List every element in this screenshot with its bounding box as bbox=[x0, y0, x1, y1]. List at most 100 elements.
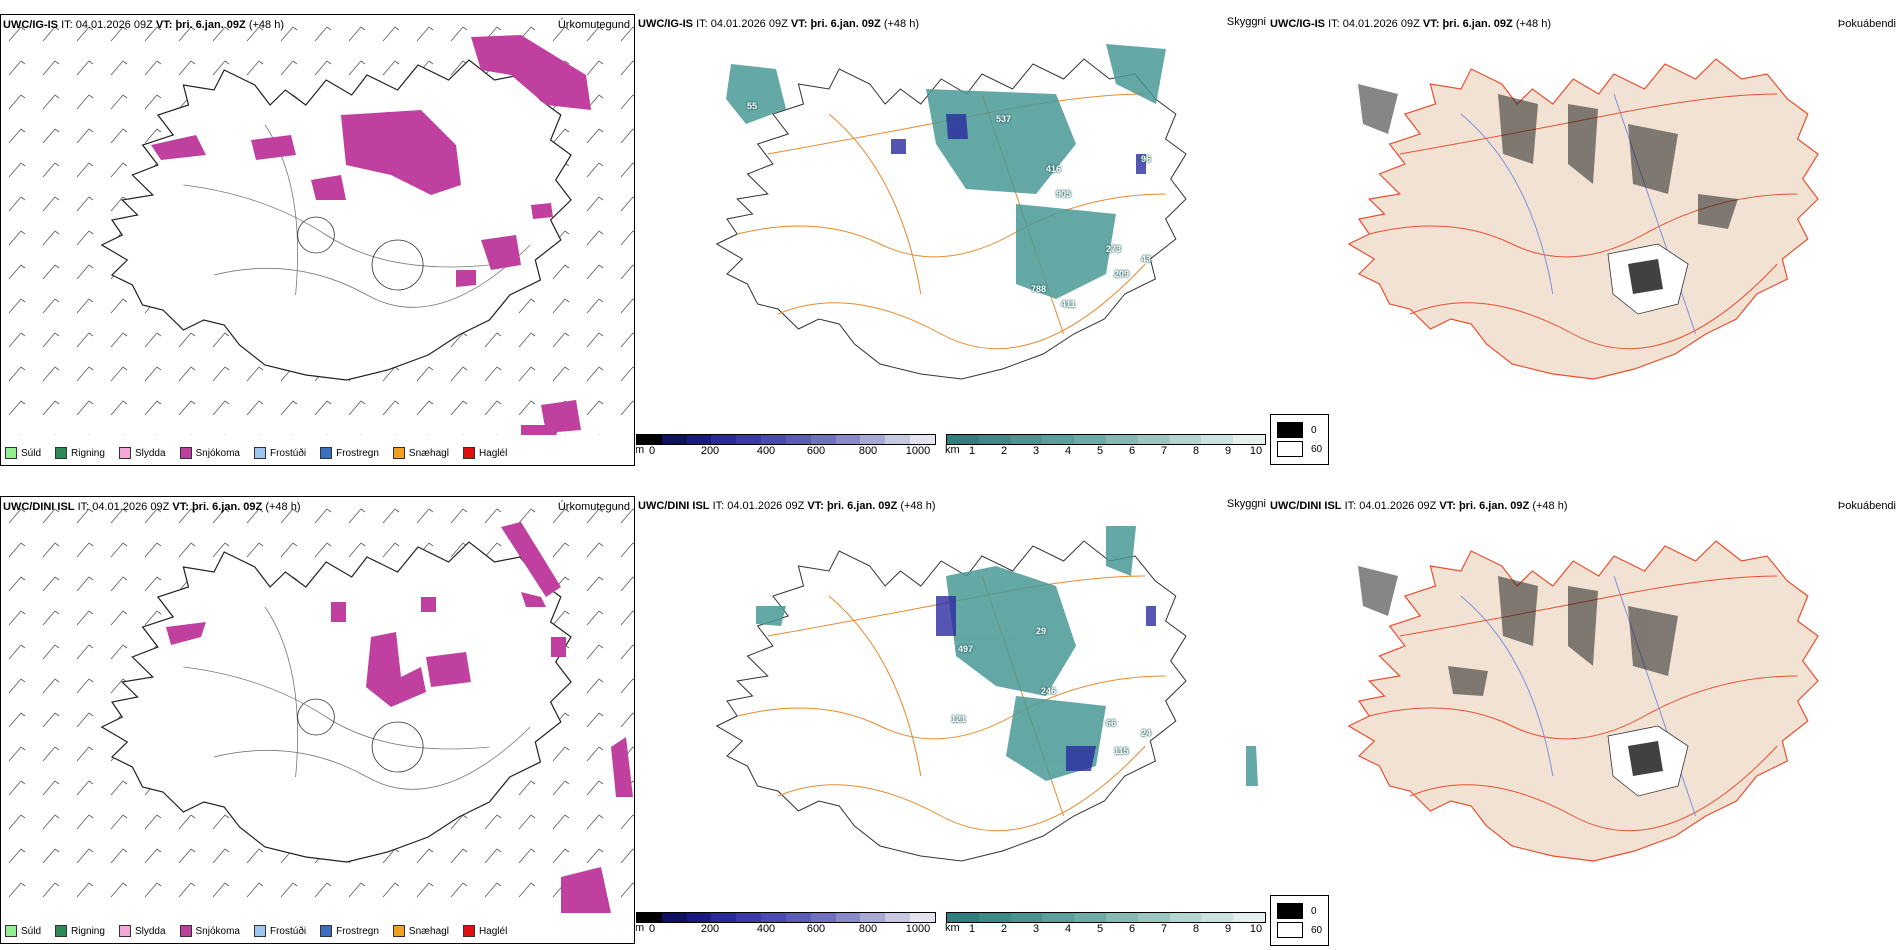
panel-header: UWC/IG-IS IT: 04.01.2026 09Z VT: þri. 6.… bbox=[3, 19, 284, 31]
map-value-label: 246 bbox=[1041, 686, 1057, 696]
low-cloud-areas bbox=[891, 114, 1146, 174]
panel-header: UWC/IG-IS IT: 04.01.2026 09Z VT: þri. 6.… bbox=[1270, 18, 1551, 30]
low-cloud-areas bbox=[936, 596, 1156, 771]
panel-header: UWC/DINI ISL IT: 04.01.2026 09Z VT: þri.… bbox=[638, 500, 936, 512]
scale-tick: 1 bbox=[968, 445, 976, 457]
panel-title: Þokuábendi bbox=[1837, 500, 1896, 512]
legend-item: Snæhagl bbox=[392, 447, 449, 459]
scale-tick: 3 bbox=[1032, 445, 1040, 457]
scale-tick: 8 bbox=[1192, 923, 1200, 935]
panel-header: UWC/DINI ISL IT: 04.01.2026 09Z VT: þri.… bbox=[1270, 500, 1568, 512]
legend-swatch bbox=[462, 447, 475, 459]
map-value-label: 788 bbox=[1031, 284, 1047, 294]
legend-swatch bbox=[320, 447, 333, 459]
scale-tick: 1000 bbox=[905, 445, 931, 457]
fog-swatch bbox=[1277, 441, 1303, 457]
map-value-label: 24 bbox=[1141, 728, 1152, 738]
map-value-label: 29 bbox=[1036, 626, 1047, 636]
legend-swatch bbox=[5, 925, 17, 937]
scale-tick: 1000 bbox=[905, 923, 931, 935]
scale-tick: 5 bbox=[1096, 923, 1104, 935]
fog-map bbox=[1348, 540, 1819, 862]
scale-tick: 5 bbox=[1096, 445, 1104, 457]
fog-swatch bbox=[1277, 922, 1303, 938]
legend-item: Haglél bbox=[462, 447, 507, 459]
scale-tick: 2 bbox=[1000, 923, 1008, 935]
scale-tick: 0 bbox=[648, 923, 656, 935]
precip-legend: Súld Rigning Slydda Snjókoma Frostúði Fr… bbox=[5, 447, 507, 459]
scale-tick: 3 bbox=[1032, 923, 1040, 935]
scale-tick: 800 bbox=[858, 445, 878, 457]
precip-map bbox=[1, 497, 634, 913]
scale-tick: 6 bbox=[1128, 445, 1136, 457]
scale-tick: 4 bbox=[1064, 923, 1072, 935]
scale-tick: 200 bbox=[700, 923, 720, 935]
legend-item: Súld bbox=[5, 925, 41, 937]
legend-item: Snæhagl bbox=[392, 925, 449, 937]
fog-shading bbox=[1358, 566, 1678, 696]
visibility-colorbar bbox=[946, 912, 1266, 923]
legend-swatch bbox=[253, 447, 266, 459]
map-value-label: 209 bbox=[1114, 269, 1130, 279]
fog-legend: 0 60 bbox=[1270, 895, 1330, 946]
panel-header: UWC/DINI ISL IT: 04.01.2026 09Z VT: þri.… bbox=[3, 501, 301, 513]
scale-tick: 2 bbox=[1000, 445, 1008, 457]
scale-tick: 9 bbox=[1224, 445, 1232, 457]
visibility-scale: km 1 2 3 4 5 6 7 8 9 10 bbox=[945, 912, 1266, 935]
scale-ticks: 1 2 3 4 5 6 7 8 9 10 bbox=[946, 923, 1266, 935]
legend-swatch bbox=[392, 925, 405, 937]
legend-item: Frostregn bbox=[320, 925, 379, 937]
scale-unit: km bbox=[945, 444, 960, 456]
panel-title: Úrkomutegund bbox=[557, 501, 630, 513]
fog-legend-item: 0 bbox=[1277, 903, 1322, 919]
legend-swatch bbox=[55, 925, 68, 937]
panel-title: Þokuábendi bbox=[1837, 18, 1896, 30]
scale-unit: km bbox=[945, 922, 960, 934]
scale-tick: 400 bbox=[756, 445, 776, 457]
fog-legend: 0 60 bbox=[1270, 414, 1330, 465]
cloudbase-colorbar bbox=[636, 912, 936, 923]
legend-item: Frostúði bbox=[253, 925, 306, 937]
legend-swatch bbox=[320, 925, 333, 937]
scale-unit: m bbox=[636, 444, 645, 456]
map-value-label: 55 bbox=[747, 101, 758, 111]
scale-tick: 9 bbox=[1224, 923, 1232, 935]
snow-areas bbox=[166, 522, 633, 913]
cloudbase-colorbar bbox=[636, 434, 936, 445]
precip-legend: Súld Rigning Slydda Snjókoma Frostúði Fr… bbox=[5, 925, 507, 937]
scale-tick: 10 bbox=[1249, 445, 1263, 457]
legend-swatch bbox=[118, 447, 131, 459]
legend-swatch bbox=[179, 447, 192, 459]
scale-tick: 8 bbox=[1192, 445, 1200, 457]
fog-legend-item: 60 bbox=[1277, 922, 1322, 938]
scale-unit: m bbox=[636, 922, 645, 934]
map-value-label: 497 bbox=[958, 644, 974, 654]
legend-item: Frostúði bbox=[253, 447, 306, 459]
map-value-label: 537 bbox=[996, 114, 1012, 124]
legend-swatch bbox=[118, 925, 131, 937]
scale-tick: 10 bbox=[1249, 923, 1263, 935]
legend-swatch bbox=[179, 925, 192, 937]
panel-header: UWC/IG-IS IT: 04.01.2026 09Z VT: þri. 6.… bbox=[638, 18, 919, 30]
map-value-label: 411 bbox=[1061, 299, 1076, 309]
visibility-scale: km 1 2 3 4 5 6 7 8 9 10 bbox=[945, 434, 1266, 457]
cloud-visibility-panel-igis: UWC/IG-IS IT: 04.01.2026 09Z VT: þri. 6.… bbox=[636, 14, 1270, 466]
legend-swatch bbox=[462, 925, 475, 937]
legend-item: Snjókoma bbox=[179, 447, 240, 459]
fog-swatch bbox=[1277, 422, 1303, 438]
scale-tick: 1 bbox=[968, 923, 976, 935]
fog-map bbox=[1348, 58, 1819, 380]
legend-swatch bbox=[253, 925, 266, 937]
legend-item: Haglél bbox=[462, 925, 507, 937]
fog-index-panel-igis: UWC/IG-IS IT: 04.01.2026 09Z VT: þri. 6.… bbox=[1268, 14, 1900, 466]
scale-tick: 600 bbox=[806, 445, 826, 457]
map-value-label: 121 bbox=[951, 714, 967, 724]
cloudbase-scale: m 0 200 400 600 800 1000 bbox=[636, 434, 936, 457]
fog-index-panel-dini: UWC/DINI ISL IT: 04.01.2026 09Z VT: þri.… bbox=[1268, 496, 1900, 944]
scale-tick: 7 bbox=[1160, 923, 1168, 935]
scale-tick: 4 bbox=[1064, 445, 1072, 457]
map-value-label: 96 bbox=[1141, 154, 1152, 164]
legend-swatch bbox=[5, 447, 17, 459]
legend-swatch bbox=[55, 447, 68, 459]
snow-areas bbox=[151, 35, 591, 435]
